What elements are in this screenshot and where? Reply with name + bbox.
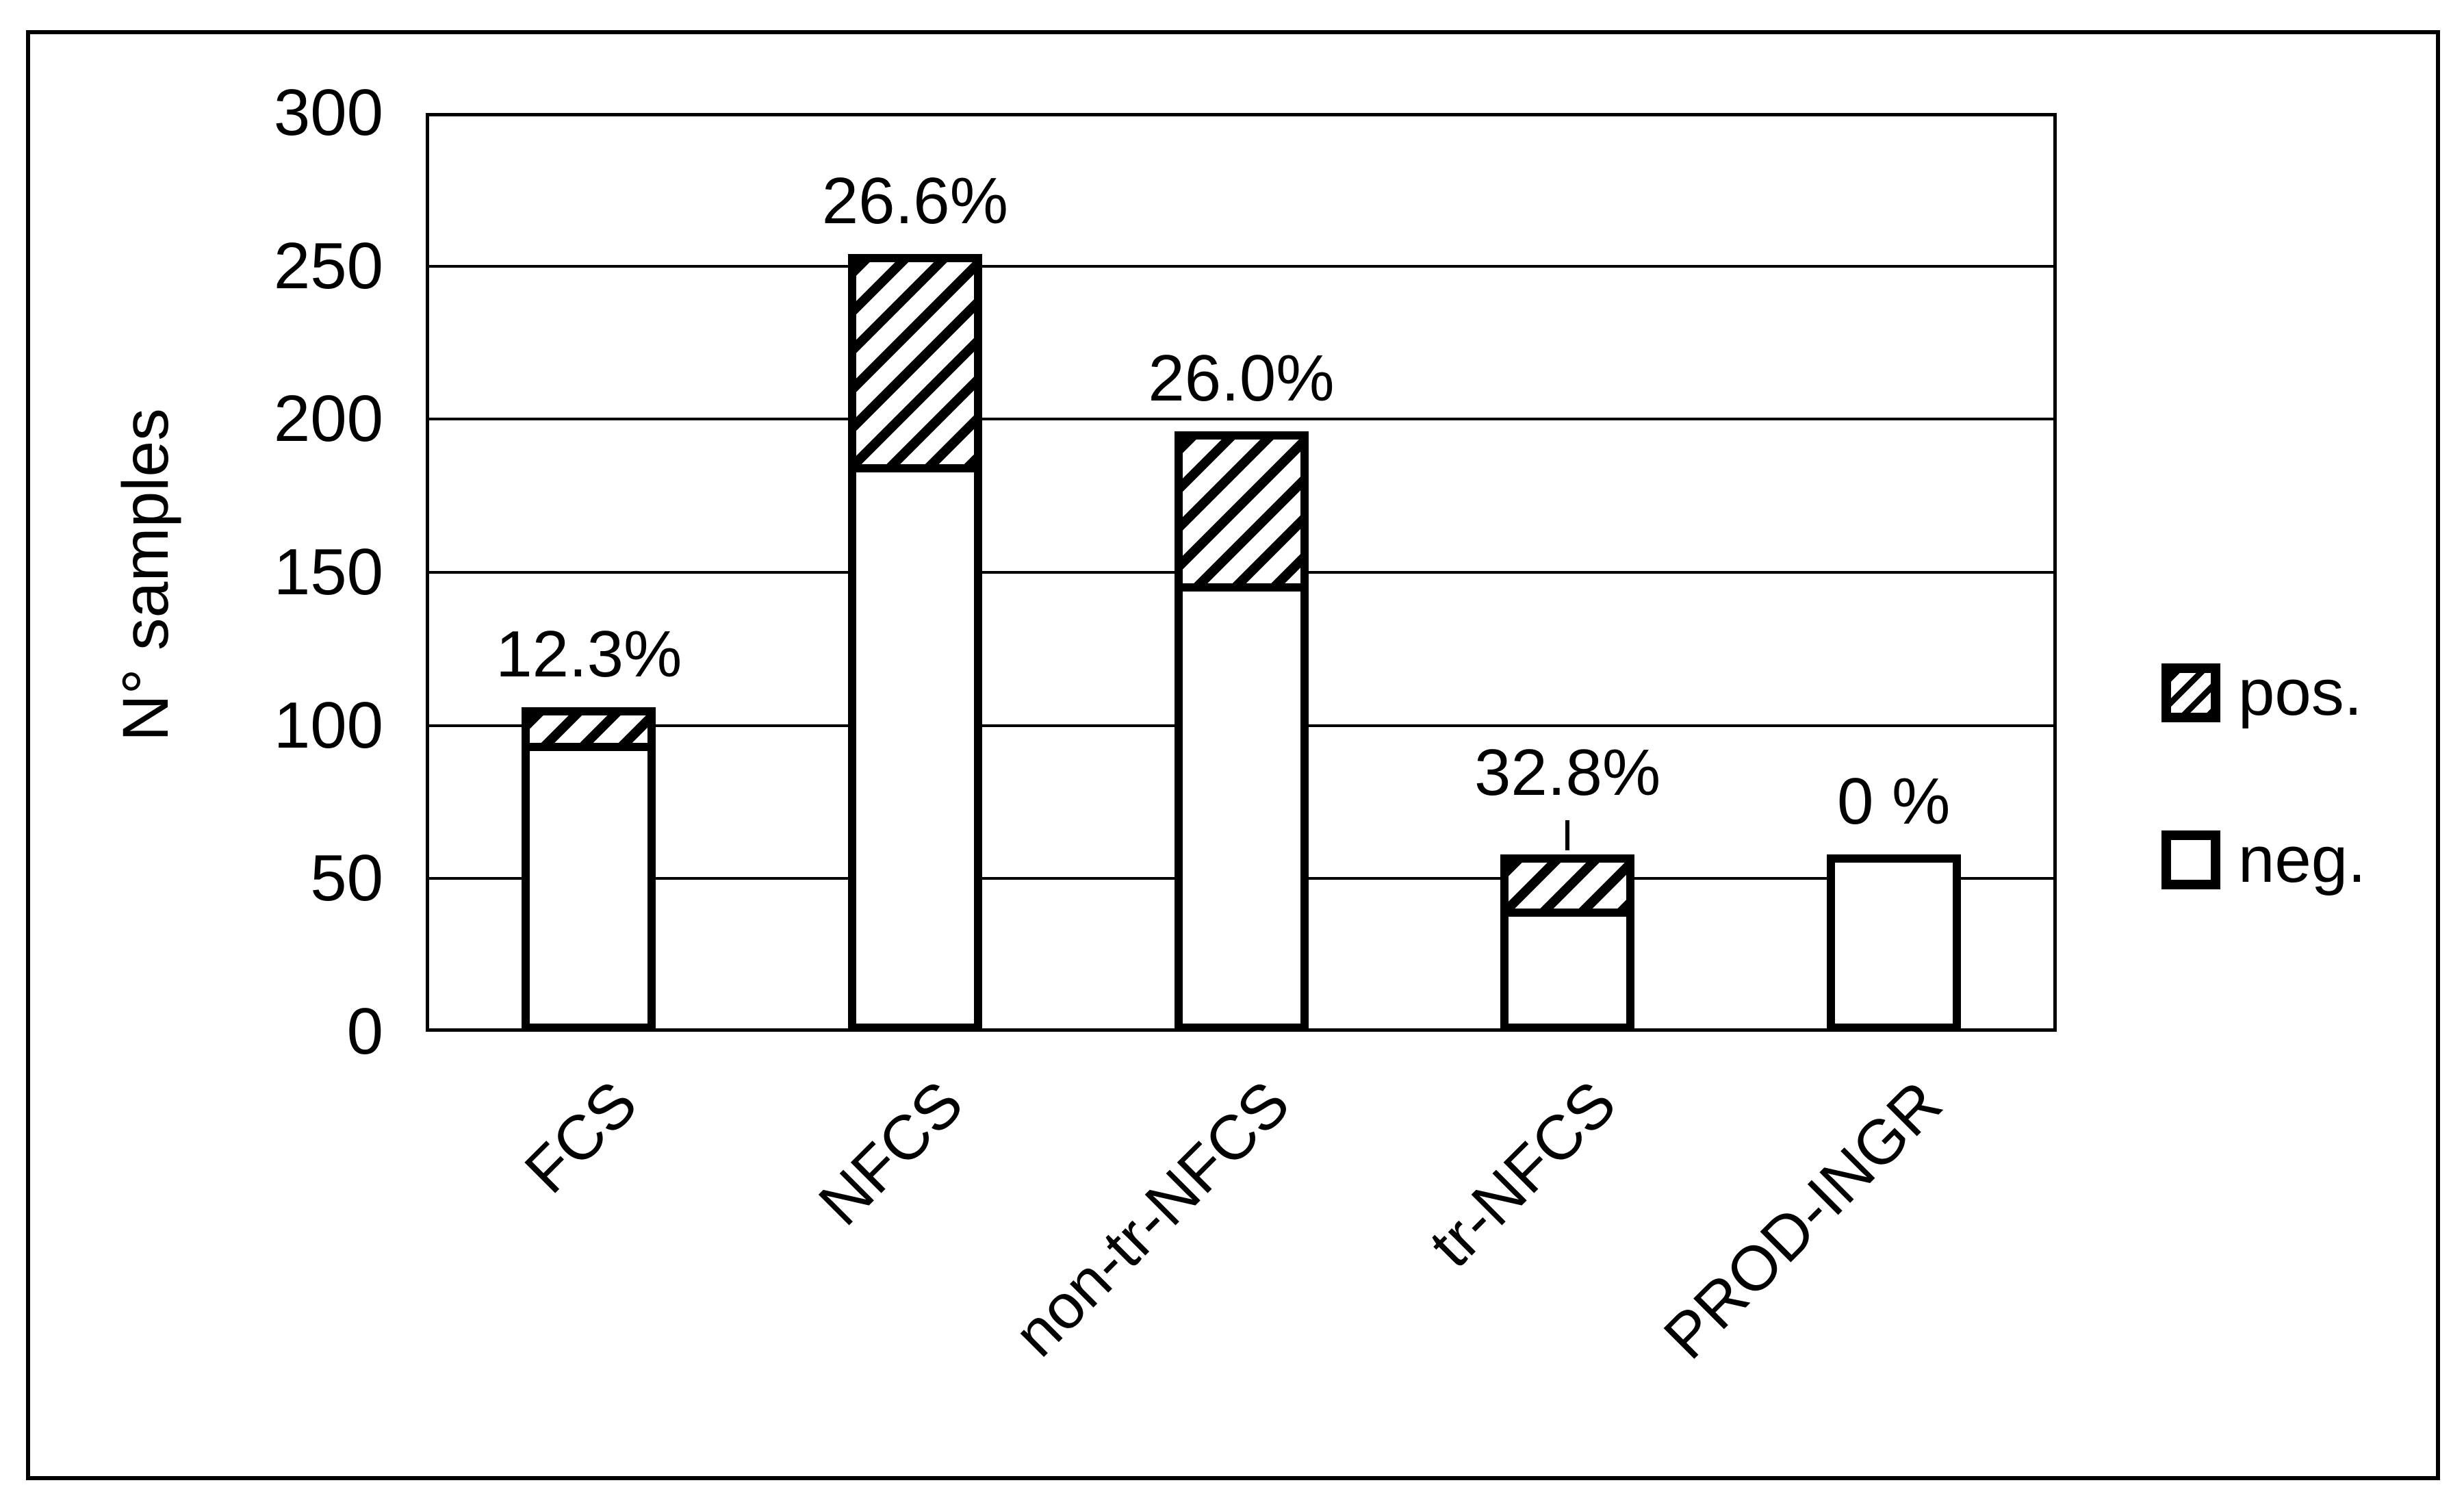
bar-label-tr-NFCS: 32.8% — [1474, 735, 1661, 809]
y-tick-label-250: 250 — [273, 229, 383, 303]
bar-label-PROD-INGR: 0 % — [1836, 764, 1951, 838]
bar-NFCS — [847, 253, 982, 1032]
bar-FCS — [522, 707, 656, 1032]
bar-label-NFCS: 26.6% — [821, 164, 1008, 238]
bar-tr-NFCS — [1500, 854, 1635, 1032]
y-tick-label-150: 150 — [273, 535, 383, 609]
y-tick-label-300: 300 — [273, 76, 383, 149]
legend-label-pos: pos. — [2238, 656, 2363, 729]
y-tick-label-200: 200 — [273, 382, 383, 456]
bar-label-FCS: 12.3% — [496, 617, 682, 691]
gridline-200 — [426, 418, 2057, 421]
bar-non-tr-NFCS-pos-segment — [1182, 440, 1300, 592]
legend-label-neg: neg. — [2238, 823, 2366, 896]
bar-tr-NFCS-pos-segment — [1509, 862, 1627, 917]
bar-label-leader-tr-NFCS — [1565, 820, 1570, 850]
hatched-swatch-icon — [2161, 663, 2220, 722]
y-tick-label-0: 0 — [346, 995, 383, 1068]
y-tick-label-100: 100 — [273, 688, 383, 762]
bar-label-non-tr-NFCS: 26.0% — [1148, 342, 1335, 416]
bar-PROD-INGR — [1826, 854, 1961, 1032]
y-axis-title: N° samples — [110, 408, 182, 742]
bar-FCS-pos-segment — [530, 715, 648, 751]
bar-non-tr-NFCS — [1174, 431, 1309, 1032]
legend-item-neg: neg. — [2161, 826, 2366, 894]
white-swatch-icon — [2161, 830, 2220, 889]
gridline-250 — [426, 264, 2057, 268]
legend-item-pos: pos. — [2161, 659, 2366, 727]
y-tick-label-50: 50 — [310, 841, 383, 915]
bar-NFCS-pos-segment — [856, 262, 974, 472]
figure-border — [26, 30, 2440, 1480]
legend: pos. neg. — [2161, 659, 2366, 993]
